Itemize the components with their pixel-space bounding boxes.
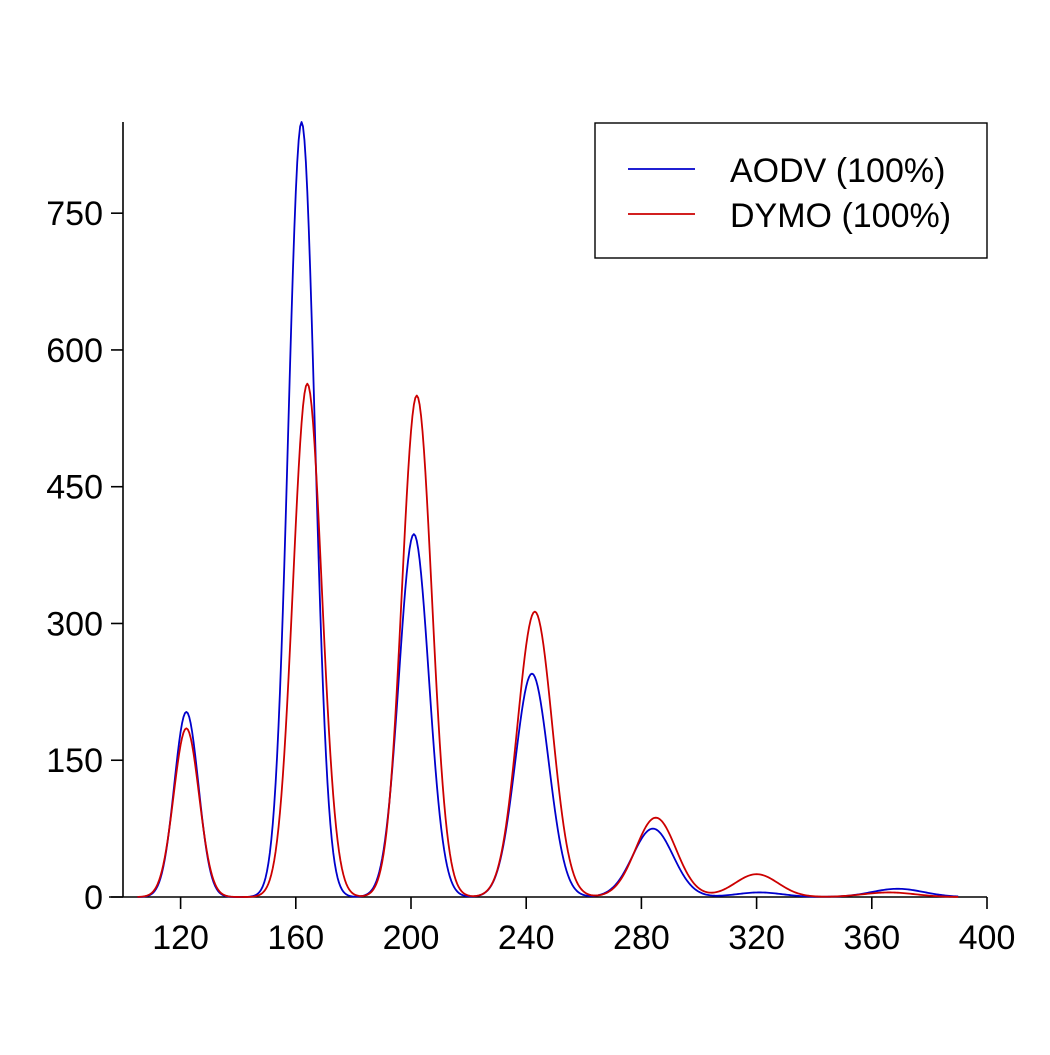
y-tick-label: 150 xyxy=(46,742,103,780)
x-tick-label: 240 xyxy=(498,919,555,957)
x-tick-label: 360 xyxy=(843,919,900,957)
y-tick-label: 0 xyxy=(84,879,103,917)
legend-box xyxy=(594,122,988,259)
series-line-dymo xyxy=(137,382,959,898)
y-tick-label: 300 xyxy=(46,605,103,643)
y-tick-label: 450 xyxy=(46,469,103,507)
series-lines xyxy=(137,121,959,898)
x-tick-label: 160 xyxy=(267,919,324,957)
x-tick-label: 320 xyxy=(728,919,785,957)
legend-label-dymo: DYMO (100%) xyxy=(730,197,951,235)
x-tick-label: 200 xyxy=(383,919,440,957)
x-tick-label: 120 xyxy=(152,919,209,957)
y-tick-label: 750 xyxy=(46,195,103,233)
axes: 0 150 300 450 600 750 120 160 200 240 280 320 360 400 xyxy=(46,122,1015,957)
legend: AODV (100%) DYMO (100%) xyxy=(594,122,988,259)
y-tick-label: 600 xyxy=(46,332,103,370)
legend-label-aodv: AODV (100%) xyxy=(730,152,945,190)
x-tick-label: 400 xyxy=(959,919,1016,957)
x-tick-label: 280 xyxy=(613,919,670,957)
